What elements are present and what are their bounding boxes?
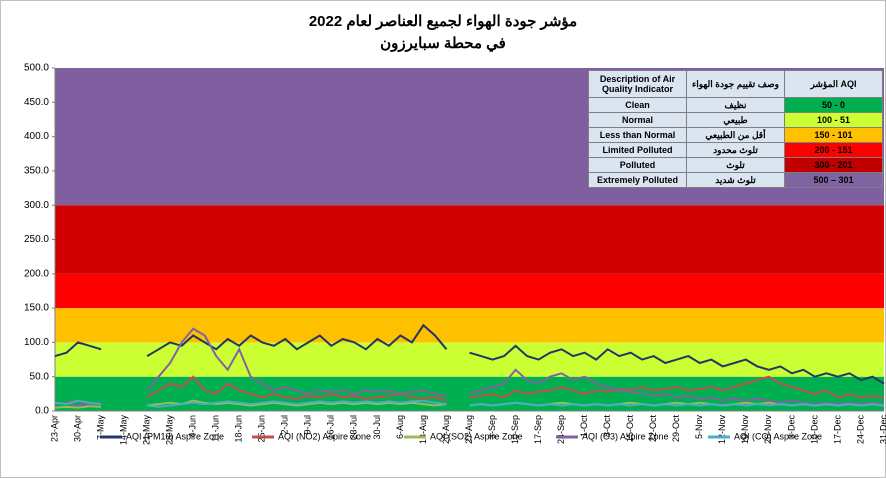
table-body: Description of Air Quality Indicator وصف … [588, 70, 883, 188]
chart-subtitle: في محطة سبايرزون [380, 35, 506, 53]
x-tick-label: 14-May [118, 415, 128, 446]
table-header-row: Description of Air Quality Indicator وصف … [588, 70, 883, 98]
x-tick-label: 17-Sep [533, 415, 543, 444]
range-cell: 300 - 201 [784, 157, 883, 173]
x-tick-label: 30-Apr [72, 415, 82, 442]
english-cell: Clean [588, 97, 687, 113]
aqi-band [55, 308, 884, 343]
x-tick-label: 27-Aug [464, 415, 474, 444]
y-tick-label: 300.0 [24, 200, 49, 211]
x-tick-label: 25-Jun [257, 415, 267, 443]
range-cell: 150 - 101 [784, 127, 883, 143]
y-tick-label: 450.0 [24, 97, 49, 108]
y-tick-label: 400.0 [24, 131, 49, 142]
series-line [54, 323, 885, 385]
x-tick-label: 10-Dec [809, 415, 819, 445]
x-tick-label: 9-Jul [303, 415, 313, 435]
table-row: Limited Polluted تلوث محدود 200 - 151 [588, 142, 883, 158]
chart-title: مؤشر جودة الهواء لجميع العناصر لعام 2022 [309, 13, 577, 30]
y-tick-label: 150.0 [24, 303, 49, 314]
x-tick-label: 26-Nov [763, 415, 773, 445]
header-cell: وصف تقييم جودة الهواء [686, 70, 785, 98]
aqi-band [55, 273, 884, 309]
x-tick-label: 21-May [141, 415, 151, 446]
x-tick-label: 6-Aug [395, 415, 405, 439]
y-tick-label: 50.0 [30, 371, 50, 382]
legend-label: AQI (CO) Aspire Zone [734, 431, 822, 441]
x-tick-label: 31-Dec [878, 415, 886, 445]
y-tick-label: 500.0 [24, 63, 49, 74]
y-tick-label: 200.0 [24, 268, 49, 279]
range-cell: 200 - 151 [784, 142, 883, 158]
x-tick-label: 12-Nov [717, 415, 727, 445]
table-row: Less than Normal أقل من الطبيعي 150 - 101 [588, 127, 883, 143]
arabic-cell: تلوث شديد [686, 172, 785, 188]
legend-label: AQI (O3) Aspire Zone [582, 431, 669, 441]
x-tick-label: 3-Dec [786, 415, 796, 440]
x-tick-label: 28-May [165, 415, 175, 446]
range-cell: 100 - 51 [784, 112, 883, 128]
x-tick-label: 11-Jun [211, 415, 221, 442]
x-tick-label: 5-Nov [694, 415, 704, 440]
range-cell: 500 – 301 [784, 172, 883, 188]
english-cell: Extremely Polluted [588, 172, 687, 188]
arabic-cell: تلوث محدود [686, 142, 785, 158]
arabic-cell: طبيعي [686, 112, 785, 128]
header-cell: المؤشر AQI [784, 70, 883, 98]
arabic-cell: تلوث [686, 157, 785, 173]
x-tick-label: 23-Apr [49, 415, 59, 442]
x-tick-label: 3-Sep [487, 415, 497, 439]
x-tick-label: 20-Aug [441, 415, 451, 444]
x-tick-label: 2-Jul [280, 415, 290, 435]
english-cell: Normal [588, 112, 687, 128]
y-tick-label: 0.0 [35, 406, 49, 417]
aqi-band [55, 205, 884, 274]
x-tick-label: 4-Jun [188, 415, 198, 438]
legend-label: AQI (SO2) Aspire Zone [430, 431, 523, 441]
y-tick-label: 100.0 [24, 337, 49, 348]
table-row: Normal طبيعي 100 - 51 [588, 112, 883, 128]
x-tick-label: 8-Oct [602, 415, 612, 438]
x-tick-label: 23-Jul [349, 415, 359, 440]
arabic-cell: نظيف [686, 97, 785, 113]
x-tick-label: 10-Sep [510, 415, 520, 444]
x-tick-label: 18-Jun [234, 415, 244, 443]
legend-table: Description of Air Quality Indicator وصف … [588, 70, 883, 188]
series-line [54, 399, 885, 408]
legend-label: AQI (NO2) Aspire Zone [278, 431, 371, 441]
y-tick-label: 350.0 [24, 166, 49, 177]
x-tick-label: 29-Oct [671, 415, 681, 443]
range-cell: 50 - 0 [784, 97, 883, 113]
x-tick-label: 16-Jul [326, 415, 336, 440]
x-tick-label: 24-Sep [556, 415, 566, 444]
x-tick-label: 7-May [95, 415, 105, 441]
x-tick-label: 13-Aug [418, 415, 428, 444]
arabic-cell: أقل من الطبيعي [686, 127, 785, 143]
x-tick-label: 24-Dec [855, 415, 865, 445]
x-tick-label: 1-Oct [579, 415, 589, 438]
y-tick-label: 250.0 [24, 234, 49, 245]
x-tick-label: 17-Dec [832, 415, 842, 445]
english-cell: Polluted [588, 157, 687, 173]
x-tick-label: 22-Oct [648, 415, 658, 443]
x-tick-label: 30-Jul [372, 415, 382, 440]
english-cell: Less than Normal [588, 127, 687, 143]
legend-label: AQI (PM10) Aspire Zone [126, 431, 224, 441]
x-tick-label: 15-Oct [625, 415, 635, 443]
table-row: Extremely Polluted تلوث شديد 500 – 301 [588, 172, 883, 188]
english-cell: Limited Polluted [588, 142, 687, 158]
x-tick-label: 19-Nov [740, 415, 750, 445]
table-row: Polluted تلوث 300 - 201 [588, 157, 883, 173]
table-row: Clean نظيف 50 - 0 [588, 97, 883, 113]
header-cell: Description of Air Quality Indicator [588, 70, 687, 98]
